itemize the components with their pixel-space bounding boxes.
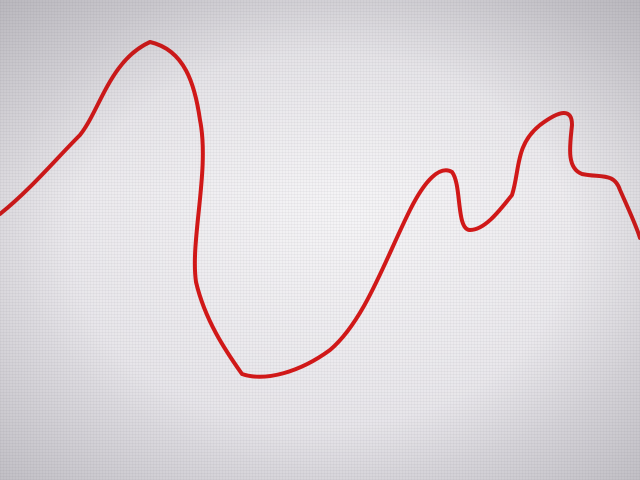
red-freehand-curve bbox=[0, 40, 640, 379]
